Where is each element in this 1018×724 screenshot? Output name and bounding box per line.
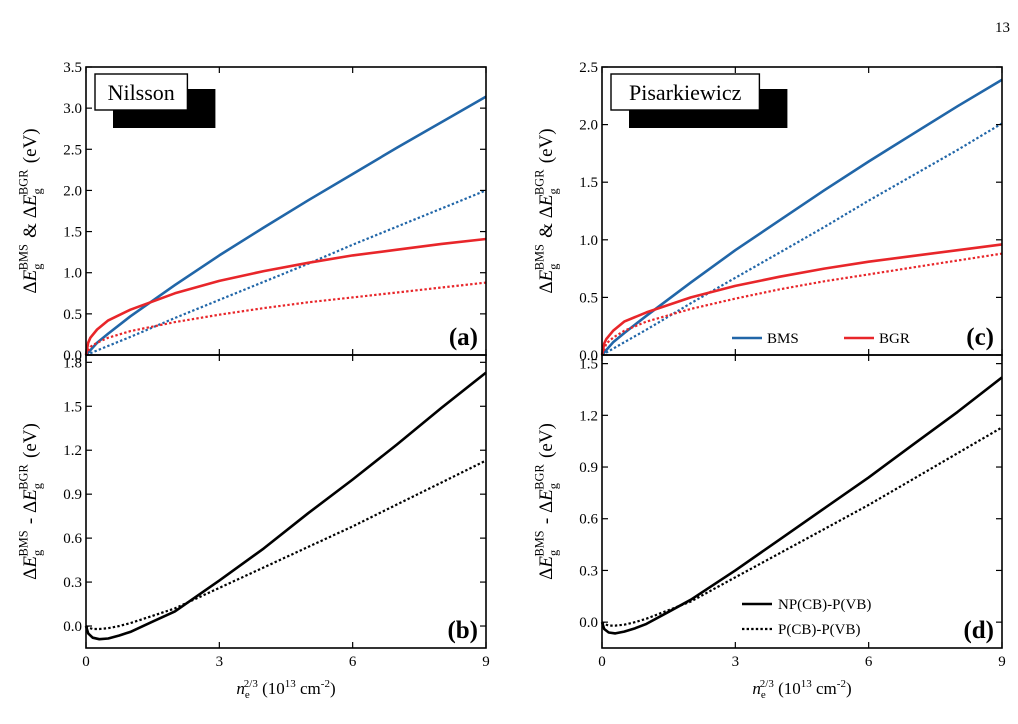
series-line-2 [85, 459, 487, 631]
series-line-1 [600, 376, 1003, 635]
model-label-box [94, 73, 189, 111]
y-axis-label: ΔEgBMS - ΔEgBGR (eV) [16, 423, 44, 580]
model-label: Nilsson [108, 80, 175, 105]
y-tick-label: 0.3 [579, 563, 598, 579]
model-label-box [610, 73, 761, 111]
y-tick-label: 2.0 [579, 118, 598, 134]
legend-label: BMS [767, 331, 799, 347]
legend-label: BGR [879, 331, 910, 347]
legend-label: NP(CB)-P(VB) [778, 597, 871, 613]
y-tick-label: 0.5 [579, 290, 598, 306]
page-number: 13 [995, 20, 1010, 36]
panel-label: (c) [966, 324, 994, 351]
y-tick-label: 0.0 [579, 615, 598, 631]
panel-label: (b) [447, 617, 478, 644]
x-axis-label: ne2/3 (1013 cm-2) [752, 678, 851, 701]
y-tick-label: 0.3 [63, 575, 82, 591]
caption-strip [0, 700, 1018, 724]
x-tick-label: 6 [349, 654, 357, 670]
y-axis-label: ΔEgBMS - ΔEgBGR (eV) [532, 423, 560, 580]
y-tick-label: 1.5 [579, 357, 598, 373]
x-tick-label: 9 [482, 654, 490, 670]
y-tick-label: 0.0 [63, 348, 82, 364]
y-tick-label: 1.5 [579, 175, 598, 191]
y-tick-label: 3.0 [63, 101, 82, 117]
y-tick-label: 0.6 [579, 512, 598, 528]
series-line-1 [601, 78, 1003, 356]
series-line-2 [601, 122, 1003, 356]
y-tick-label: 0.6 [63, 531, 82, 547]
y-tick-label: 1.2 [63, 443, 82, 459]
y-tick-label: 0.0 [63, 619, 82, 635]
panel-b: 0.0 0.3 0.6 0.9 1.2 1.5 1.8 0 3 6 9 ΔEgBMS - ΔEgBGR… [16, 354, 490, 701]
x-tick-label: 6 [865, 654, 873, 670]
y-tick-label: 1.2 [579, 408, 598, 424]
x-tick-label: 0 [82, 654, 90, 670]
panel-label: (d) [963, 617, 994, 644]
y-tick-label: 1.5 [63, 225, 82, 241]
x-axis-label: ne2/3 (1013 cm-2) [236, 678, 335, 701]
panel-c: 0.0 0.5 1.0 1.5 2.0 2.5 ΔEgBMS & ΔEgBGR (eV) (c… [532, 60, 1003, 364]
y-tick-label: 0.9 [63, 487, 82, 503]
y-tick-label: 1.8 [63, 355, 82, 371]
series-line-2 [601, 426, 1003, 627]
series-line-3 [600, 243, 1003, 356]
y-tick-label: 2.0 [63, 183, 82, 199]
model-label: Pisarkiewicz [629, 80, 742, 105]
series-line-3 [84, 237, 487, 356]
y-tick-label: 1.0 [579, 233, 598, 249]
panel-d: 0.0 0.3 0.6 0.9 1.2 1.5 0 3 6 9 ΔEgBMS - ΔEgBGR (e… [532, 354, 1006, 701]
x-tick-label: 0 [598, 654, 606, 670]
y-tick-label: 3.5 [63, 60, 82, 76]
y-axis-label: ΔEgBMS & ΔEgBGR (eV) [532, 128, 560, 293]
y-axis-label: ΔEgBMS & ΔEgBGR (eV) [16, 128, 44, 293]
panel-label: (a) [449, 324, 478, 351]
y-tick-label: 2.5 [579, 60, 598, 76]
series-line-1 [84, 371, 487, 641]
panel-a: 0.0 0.5 1.0 1.5 2.0 2.5 3.0 3.5 ΔEgBMS & ΔEgBGR … [16, 60, 487, 364]
plot-frame [85, 354, 487, 649]
y-tick-label: 0.5 [63, 307, 82, 323]
y-tick-label: 0.0 [579, 348, 598, 364]
x-tick-label: 3 [732, 654, 740, 670]
y-tick-label: 2.5 [63, 142, 82, 158]
x-tick-label: 9 [998, 654, 1006, 670]
series-line-4 [85, 281, 487, 356]
y-tick-label: 1.0 [63, 266, 82, 282]
y-tick-label: 0.9 [579, 460, 598, 476]
legend-label: P(CB)-P(VB) [778, 622, 861, 638]
plot-frame [601, 354, 1003, 649]
x-tick-label: 3 [216, 654, 224, 670]
y-tick-label: 1.5 [63, 399, 82, 415]
series-line-1 [85, 95, 487, 356]
